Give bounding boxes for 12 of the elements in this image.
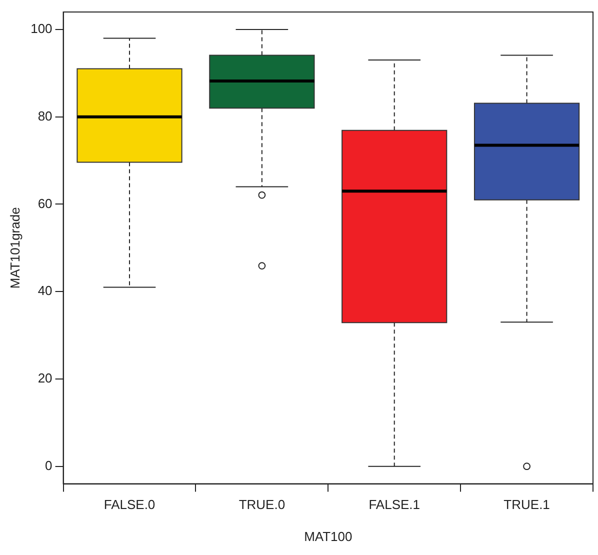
x-tick-label: TRUE.1 [504, 497, 550, 512]
x-tick-label: TRUE.0 [238, 497, 286, 512]
y-tick-label: 80 [38, 108, 52, 124]
y-tick-label: 0 [45, 458, 52, 473]
y-tick-label: 100 [30, 21, 52, 36]
y-axis-title: MAT101grade [7, 207, 22, 289]
y-tick-label: 40 [38, 283, 52, 298]
y-tick-label: 20 [38, 370, 52, 386]
y-tick-label: 60 [38, 196, 52, 211]
x-tick-label: FALSE.1 [368, 497, 420, 512]
x-axis-title: MAT100 [304, 528, 352, 544]
x-tick-label: FALSE.0 [104, 497, 156, 512]
